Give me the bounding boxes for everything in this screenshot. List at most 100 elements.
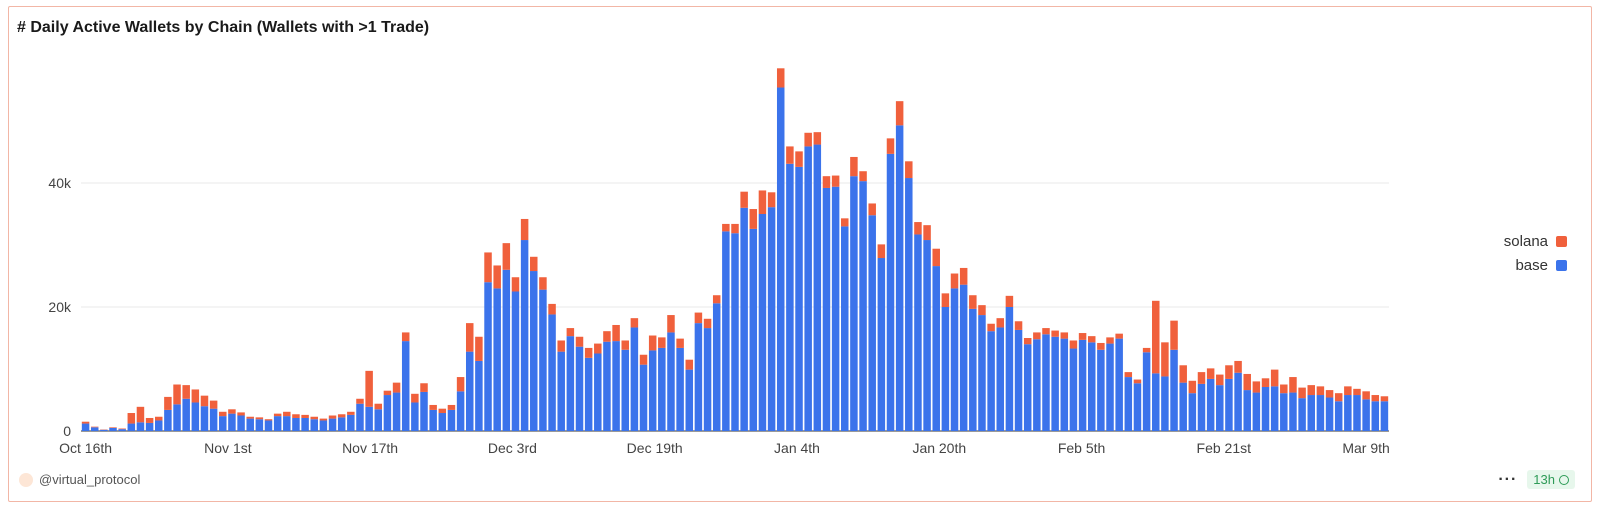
bar-base bbox=[1115, 338, 1123, 431]
bar-solana bbox=[429, 404, 437, 410]
bar-solana bbox=[155, 416, 163, 421]
bar-solana bbox=[1334, 393, 1343, 402]
bar-solana bbox=[365, 370, 373, 407]
bar-base bbox=[1069, 348, 1078, 431]
bar-base bbox=[273, 416, 282, 431]
bar-solana bbox=[1307, 385, 1315, 396]
bar-solana bbox=[1270, 369, 1279, 387]
bar-base bbox=[1261, 386, 1270, 431]
bar-solana bbox=[575, 336, 584, 347]
bar-solana bbox=[127, 413, 136, 424]
bar-base bbox=[1307, 395, 1315, 431]
bar-solana bbox=[1005, 295, 1014, 307]
bar-base bbox=[923, 240, 931, 431]
bar-base bbox=[520, 240, 529, 431]
bar-base bbox=[1078, 339, 1087, 431]
bar-solana bbox=[1316, 386, 1325, 396]
bar-base bbox=[1097, 349, 1105, 431]
bar-base bbox=[694, 323, 703, 431]
bar-base bbox=[905, 178, 913, 431]
legend-swatch-base bbox=[1556, 259, 1567, 271]
bar-base bbox=[155, 420, 163, 431]
bar-solana bbox=[694, 312, 703, 324]
bar-solana bbox=[978, 305, 986, 316]
bar-base bbox=[1280, 393, 1288, 431]
bar-solana bbox=[557, 340, 565, 352]
bar-base bbox=[337, 417, 346, 431]
bar-solana bbox=[1353, 388, 1361, 396]
check-circle-icon bbox=[1559, 474, 1569, 485]
bar-base bbox=[584, 357, 593, 431]
bar-solana bbox=[411, 393, 419, 403]
legend-label-base: base bbox=[1515, 256, 1548, 274]
bar-base bbox=[328, 418, 337, 431]
bar-solana bbox=[1133, 379, 1142, 384]
bar-base bbox=[1197, 383, 1206, 431]
bar-base bbox=[200, 406, 209, 431]
bar-solana bbox=[987, 323, 995, 332]
chart-card: # Daily Active Wallets by Chain (Wallets… bbox=[8, 6, 1592, 502]
bar-base bbox=[1133, 383, 1142, 431]
bar-base bbox=[347, 414, 355, 431]
bar-base bbox=[648, 350, 657, 431]
bar-solana bbox=[1225, 365, 1233, 379]
bar-solana bbox=[200, 395, 209, 407]
bar-base bbox=[639, 364, 648, 431]
bar-solana bbox=[841, 218, 849, 227]
bar-base bbox=[511, 291, 520, 431]
bar-solana bbox=[347, 411, 355, 415]
bar-base bbox=[1161, 376, 1169, 431]
bar-solana bbox=[804, 132, 812, 147]
bar-solana bbox=[1206, 368, 1215, 379]
bar-solana bbox=[932, 248, 940, 267]
bar-base bbox=[191, 402, 200, 431]
bar-base bbox=[959, 284, 968, 431]
bar-solana bbox=[1069, 340, 1078, 349]
x-axis: Oct 16th Nov 1st Nov 17th Dec 3rd Dec 19th Ja… bbox=[59, 440, 1390, 456]
bar-solana bbox=[191, 389, 200, 403]
bar-base bbox=[969, 308, 977, 431]
bar-solana bbox=[584, 347, 593, 358]
bar-base bbox=[255, 419, 264, 431]
x-tick-label: Dec 3rd bbox=[488, 440, 537, 456]
bar-solana bbox=[1362, 391, 1370, 400]
bar-solana bbox=[1033, 332, 1041, 340]
bar-solana bbox=[1289, 377, 1297, 393]
bar-solana bbox=[813, 132, 822, 145]
author-link[interactable]: @virtual_protocol bbox=[19, 472, 140, 487]
bar-solana bbox=[831, 175, 840, 187]
bar-base bbox=[1033, 339, 1041, 431]
bar-base bbox=[219, 416, 227, 431]
bar-solana bbox=[520, 218, 529, 241]
legend-item-solana[interactable]: solana bbox=[1504, 229, 1567, 253]
bar-solana bbox=[81, 421, 90, 424]
refresh-age-badge[interactable]: 13h bbox=[1527, 470, 1575, 489]
bar-base bbox=[1142, 352, 1151, 431]
bars bbox=[81, 68, 1389, 432]
bar-base bbox=[1270, 386, 1279, 431]
bar-base bbox=[319, 420, 328, 431]
bar-base bbox=[1380, 401, 1389, 431]
bar-solana bbox=[996, 318, 1005, 328]
bar-solana bbox=[612, 324, 620, 342]
bar-solana bbox=[712, 295, 721, 304]
bar-base bbox=[1042, 334, 1050, 431]
bar-base bbox=[548, 314, 556, 431]
bar-solana bbox=[219, 411, 227, 417]
bar-solana bbox=[539, 277, 547, 290]
legend-item-base[interactable]: base bbox=[1504, 253, 1567, 277]
bar-base bbox=[740, 207, 748, 431]
bar-base bbox=[676, 347, 684, 431]
bar-base bbox=[630, 327, 639, 431]
bar-base bbox=[401, 341, 410, 431]
bar-base bbox=[1188, 393, 1197, 431]
bar-solana bbox=[740, 191, 748, 208]
bar-solana bbox=[795, 151, 803, 167]
bar-solana bbox=[1170, 320, 1178, 350]
bar-solana bbox=[914, 222, 922, 235]
stacked-bar-chart: 0 20k 40k Oct 16th Nov 1st Nov 17th Dec 3rd De… bbox=[48, 68, 1390, 456]
more-options-button[interactable]: ··· bbox=[1498, 470, 1518, 488]
bar-base bbox=[685, 369, 694, 431]
bar-solana bbox=[90, 426, 99, 428]
bar-base bbox=[1316, 395, 1325, 431]
